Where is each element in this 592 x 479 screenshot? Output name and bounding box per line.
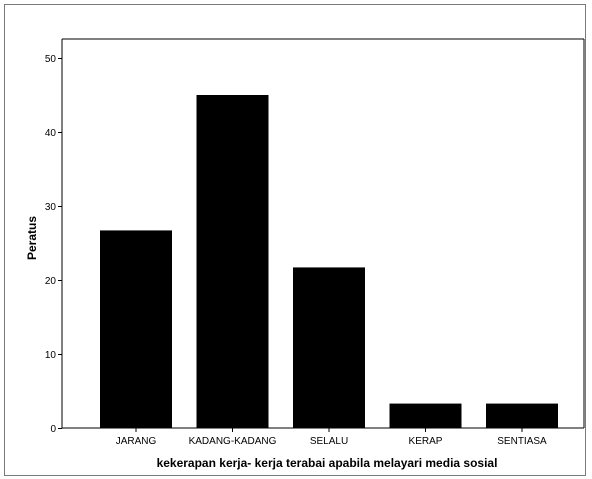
bar: [486, 403, 558, 428]
bar: [293, 267, 365, 428]
bar: [196, 95, 269, 428]
y-tick-label: 40: [45, 128, 57, 139]
y-axis-title: Peratus: [25, 216, 39, 260]
bar: [100, 230, 172, 428]
x-tick-label: KADANG-KADANG: [189, 436, 277, 447]
y-tick-label: 50: [45, 54, 57, 65]
y-ticks: 0 10 20 30 40 50: [45, 54, 62, 435]
y-tick-label: 30: [45, 202, 57, 213]
x-tick-label: SELALU: [310, 436, 348, 447]
y-tick-label: 20: [45, 276, 57, 287]
x-tick-label: JARANG: [116, 436, 157, 447]
x-tick-label: SENTIASA: [497, 436, 547, 447]
bars: [100, 95, 558, 428]
x-ticks: JARANG KADANG-KADANG SELALU KERAP SENTIASA: [116, 428, 547, 447]
x-tick-label: KERAP: [409, 436, 443, 447]
y-tick-label: 0: [50, 424, 56, 435]
bar: [389, 403, 462, 428]
x-axis-title: kekerapan kerja- kerja terabai apabila m…: [157, 456, 498, 470]
y-tick-label: 10: [45, 350, 57, 361]
